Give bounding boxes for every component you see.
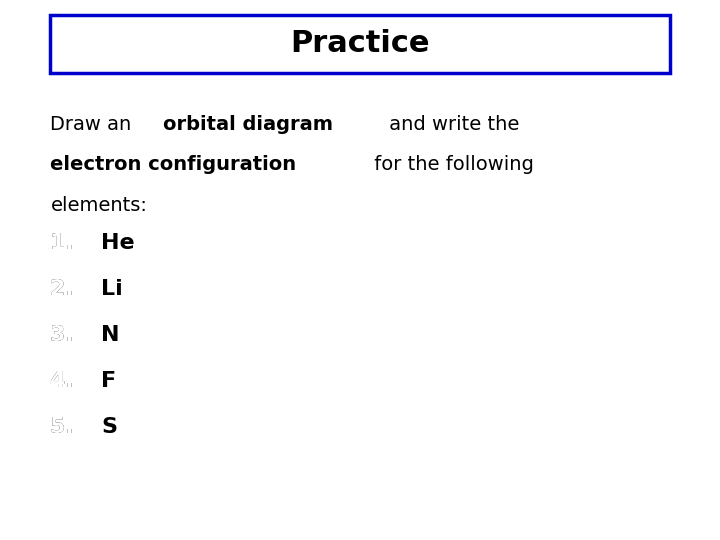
Text: for the following: for the following xyxy=(368,155,534,174)
Text: elements:: elements: xyxy=(50,195,148,215)
Text: Draw an: Draw an xyxy=(50,114,138,134)
Text: 3.: 3. xyxy=(50,325,90,345)
Text: 2.: 2. xyxy=(50,279,90,299)
Text: Practice: Practice xyxy=(290,29,430,58)
Text: and write the: and write the xyxy=(382,114,519,134)
Text: electron configuration: electron configuration xyxy=(50,155,297,174)
Text: Li: Li xyxy=(101,279,123,299)
Text: 5.: 5. xyxy=(50,416,90,437)
Text: 3.: 3. xyxy=(50,325,90,345)
Text: 4.: 4. xyxy=(50,370,90,391)
Text: 4.: 4. xyxy=(50,370,90,391)
Text: 1.: 1. xyxy=(50,233,90,253)
Text: 2.: 2. xyxy=(50,279,90,299)
Text: N: N xyxy=(101,325,120,345)
Text: He: He xyxy=(102,233,135,253)
Text: 1.: 1. xyxy=(50,233,90,253)
Text: 5.: 5. xyxy=(50,416,90,437)
FancyBboxPatch shape xyxy=(50,15,670,73)
Text: S: S xyxy=(101,416,117,437)
Text: F: F xyxy=(101,370,116,391)
Text: orbital diagram: orbital diagram xyxy=(163,114,333,134)
